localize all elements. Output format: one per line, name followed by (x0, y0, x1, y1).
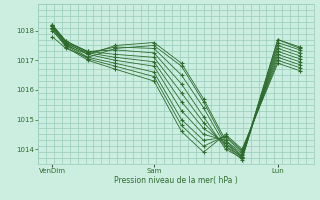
X-axis label: Pression niveau de la mer( hPa ): Pression niveau de la mer( hPa ) (114, 176, 238, 185)
